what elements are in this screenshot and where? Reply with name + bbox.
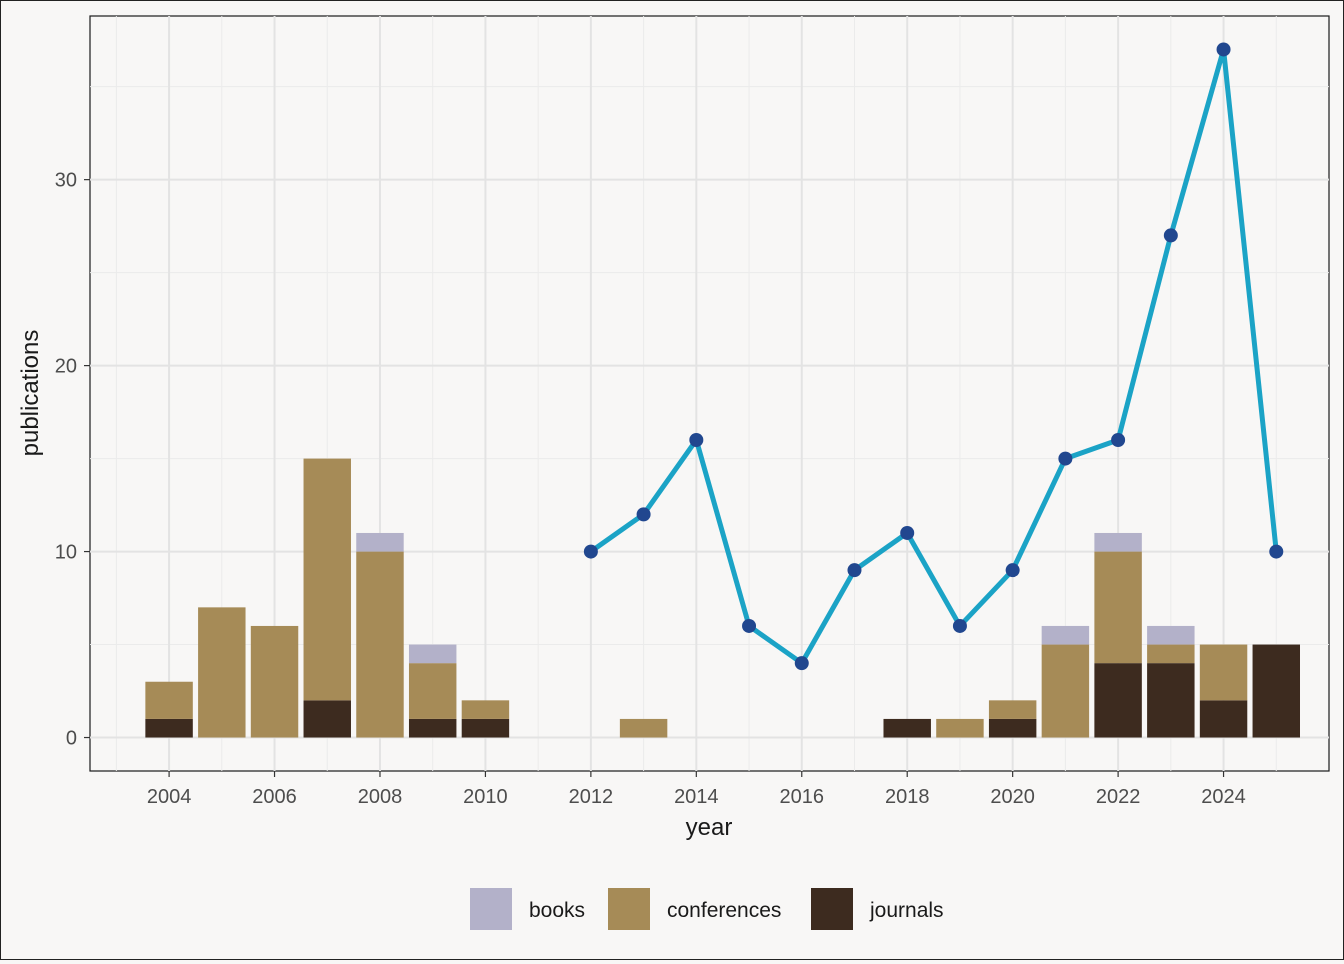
x-tick-label-2006: 2006 (252, 786, 297, 808)
bar-conferences-2023 (1147, 644, 1195, 664)
trend-point-2015 (742, 618, 757, 633)
bar-journals-2010 (461, 718, 510, 738)
y-tick-label-10: 10 (55, 542, 77, 564)
x-axis-title: year (686, 814, 733, 841)
bar-conferences-2020 (988, 700, 1037, 719)
y-tick-label-30: 30 (55, 170, 77, 192)
bar-conferences-2022 (1094, 551, 1142, 664)
x-tick-label-2012: 2012 (569, 786, 614, 808)
bar-journals-2004 (145, 718, 193, 738)
bar-conferences-2010 (461, 700, 510, 719)
legend: books conferences journals (470, 888, 944, 930)
bar-journals-2022 (1094, 663, 1142, 738)
bar-conferences-2009 (408, 663, 457, 719)
trend-points (583, 42, 1284, 671)
legend-label-journals: journals (869, 899, 944, 922)
trend-point-2020 (1005, 563, 1020, 578)
x-tick-label-2010: 2010 (463, 786, 508, 808)
legend-key-journals (811, 888, 853, 930)
trend-line-path (588, 46, 1279, 666)
bar-conferences-2006 (250, 625, 299, 738)
bar-books-2023 (1147, 625, 1195, 645)
trend-point-2016 (794, 656, 809, 671)
bar-conferences-2013 (619, 718, 668, 738)
x-tick-label-2018: 2018 (885, 786, 930, 808)
bars (145, 458, 1301, 738)
x-tick-label-2008: 2008 (358, 786, 403, 808)
bar-books-2009 (408, 644, 457, 664)
trend-point-2021 (1058, 451, 1073, 466)
trend-point-2024 (1216, 42, 1231, 57)
y-axis-title: publications (17, 330, 44, 457)
legend-key-conferences (608, 888, 650, 930)
trend-line (588, 46, 1279, 666)
x-tick-label-2004: 2004 (147, 786, 192, 808)
trend-point-2019 (952, 618, 967, 633)
bar-journals-2023 (1147, 663, 1195, 738)
trend-point-2018 (900, 525, 915, 540)
x-tick-label-2022: 2022 (1096, 786, 1141, 808)
bar-conferences-2008 (356, 551, 404, 738)
trend-point-2017 (847, 563, 862, 578)
bar-conferences-2004 (145, 681, 193, 719)
x-tick-label-2014: 2014 (674, 786, 719, 808)
legend-key-books (470, 888, 512, 930)
bar-journals-2009 (408, 718, 457, 738)
legend-label-books: books (529, 899, 585, 922)
bar-books-2008 (356, 532, 404, 552)
x-tick-label-2016: 2016 (780, 786, 825, 808)
trend-point-2014 (689, 432, 704, 447)
bar-journals-2007 (303, 700, 351, 738)
bar-conferences-2021 (1041, 644, 1090, 738)
bar-conferences-2024 (1199, 644, 1248, 701)
legend-label-conferences: conferences (667, 899, 781, 922)
ticks: 2004 2006 2008 2010 2012 2014 2016 2018 2020 2022… (55, 170, 1246, 808)
bar-journals-2018 (883, 718, 931, 738)
bar-conferences-2019 (936, 718, 984, 738)
bar-journals-2024 (1199, 700, 1248, 738)
trend-point-2022 (1111, 432, 1126, 447)
trend-point-2012 (583, 544, 598, 559)
bar-conferences-2007 (303, 458, 351, 701)
bar-conferences-2005 (198, 607, 246, 738)
trend-point-2025 (1269, 544, 1284, 559)
x-tick-label-2020: 2020 (990, 786, 1035, 808)
x-tick-label-2024: 2024 (1201, 786, 1246, 808)
y-tick-label-20: 20 (55, 356, 77, 378)
trend-point-2013 (636, 507, 651, 522)
bar-books-2022 (1094, 532, 1142, 552)
grid (90, 16, 1329, 771)
bar-journals-2020 (988, 718, 1037, 738)
y-tick-label-0: 0 (66, 728, 77, 750)
bar-books-2021 (1041, 625, 1090, 645)
bar-journals-2025 (1252, 644, 1301, 738)
trend-point-2023 (1163, 228, 1178, 243)
